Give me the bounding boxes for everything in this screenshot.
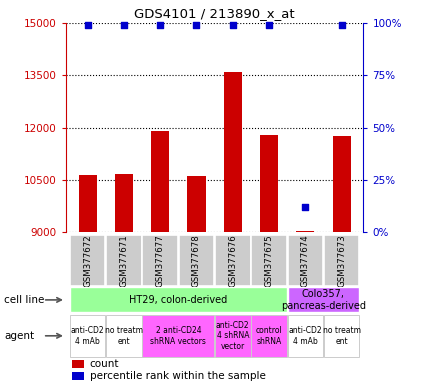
Bar [215, 314, 251, 357]
Title: GDS4101 / 213890_x_at: GDS4101 / 213890_x_at [134, 7, 295, 20]
Text: GSM377672: GSM377672 [83, 234, 92, 286]
Bar [151, 131, 169, 384]
Bar [142, 235, 178, 286]
Bar [332, 136, 351, 384]
Text: HT29, colon-derived: HT29, colon-derived [129, 295, 227, 305]
Bar [106, 314, 142, 357]
Bar [115, 174, 133, 384]
Text: GSM377674: GSM377674 [301, 234, 310, 286]
Bar [72, 372, 84, 380]
Text: GSM377675: GSM377675 [264, 234, 274, 286]
Bar [288, 235, 323, 286]
Point [121, 22, 128, 28]
Bar [142, 314, 214, 357]
Bar [79, 175, 97, 384]
Point [230, 22, 236, 28]
Text: control
shRNA: control shRNA [256, 326, 283, 346]
Point [302, 204, 309, 210]
Text: agent: agent [4, 331, 34, 341]
Bar [324, 235, 360, 286]
Text: no treatm
ent: no treatm ent [323, 326, 360, 346]
Bar [70, 235, 105, 286]
Text: percentile rank within the sample: percentile rank within the sample [90, 371, 266, 381]
Text: GSM377677: GSM377677 [156, 234, 165, 286]
Text: 2 anti-CD24
shRNA vectors: 2 anti-CD24 shRNA vectors [150, 326, 206, 346]
Text: anti-CD2
4 shRNA
vector: anti-CD2 4 shRNA vector [216, 321, 249, 351]
Bar [70, 314, 105, 357]
Bar [215, 235, 251, 286]
Text: anti-CD2
4 mAb: anti-CD2 4 mAb [289, 326, 322, 346]
Text: no treatm
ent: no treatm ent [105, 326, 143, 346]
Text: GSM377673: GSM377673 [337, 234, 346, 286]
Bar [187, 176, 206, 384]
Text: GSM377676: GSM377676 [228, 234, 237, 286]
Bar [224, 72, 242, 384]
Text: Colo357,
pancreas-derived: Colo357, pancreas-derived [281, 289, 366, 311]
Text: GSM377671: GSM377671 [119, 234, 128, 286]
Bar [260, 135, 278, 384]
Bar [324, 314, 360, 357]
Bar [72, 360, 84, 368]
Text: cell line: cell line [4, 295, 45, 305]
Point [193, 22, 200, 28]
Bar [296, 230, 314, 384]
Point [338, 22, 345, 28]
Bar [288, 287, 360, 313]
Bar [288, 314, 323, 357]
Text: count: count [90, 359, 119, 369]
Bar [178, 235, 214, 286]
Bar [70, 287, 287, 313]
Bar [251, 235, 287, 286]
Bar [251, 314, 287, 357]
Point [157, 22, 164, 28]
Text: GSM377678: GSM377678 [192, 234, 201, 286]
Point [266, 22, 272, 28]
Text: anti-CD2
4 mAb: anti-CD2 4 mAb [71, 326, 105, 346]
Bar [106, 235, 142, 286]
Point [84, 22, 91, 28]
